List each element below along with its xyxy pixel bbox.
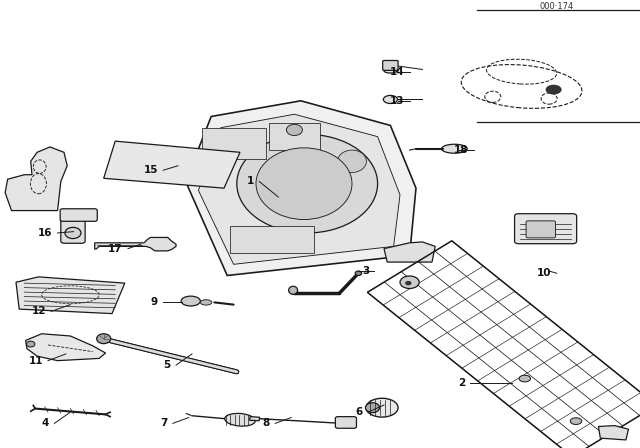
FancyBboxPatch shape [335,417,356,428]
FancyBboxPatch shape [61,214,85,243]
Ellipse shape [405,281,412,285]
Ellipse shape [181,296,200,306]
Text: 5: 5 [164,360,171,370]
FancyBboxPatch shape [526,221,556,238]
Polygon shape [186,101,416,276]
Ellipse shape [97,334,111,344]
Polygon shape [26,334,106,361]
Ellipse shape [442,144,467,153]
Ellipse shape [355,271,362,276]
Ellipse shape [289,286,298,294]
Text: 13: 13 [390,96,404,106]
Ellipse shape [365,403,380,413]
FancyBboxPatch shape [515,214,577,244]
Polygon shape [16,277,125,314]
Ellipse shape [383,95,397,103]
Text: 1: 1 [247,177,254,186]
Text: 16: 16 [38,228,52,238]
Text: 3: 3 [362,266,369,276]
Text: 8: 8 [263,418,270,428]
Polygon shape [104,141,240,188]
Bar [230,226,314,253]
Text: 2: 2 [458,378,465,388]
Ellipse shape [519,375,531,382]
Ellipse shape [400,276,419,289]
Text: 18: 18 [454,145,468,155]
Ellipse shape [237,134,378,233]
Text: 4: 4 [42,418,49,428]
Bar [202,128,266,159]
Ellipse shape [65,228,81,238]
Ellipse shape [200,300,212,305]
Text: 11: 11 [28,356,43,366]
Text: 14: 14 [390,67,404,77]
Ellipse shape [384,69,397,73]
Ellipse shape [545,85,562,95]
Ellipse shape [225,414,255,426]
Bar [269,123,320,150]
Text: 000·174: 000·174 [540,2,574,11]
Bar [250,417,260,421]
Polygon shape [198,114,400,264]
Text: 10: 10 [537,268,552,278]
Polygon shape [5,147,67,211]
Text: 7: 7 [160,418,168,428]
Ellipse shape [570,418,582,425]
Ellipse shape [287,124,303,135]
Ellipse shape [366,398,398,417]
Text: 9: 9 [151,297,158,307]
Ellipse shape [256,148,352,220]
Text: 12: 12 [31,306,46,316]
FancyBboxPatch shape [383,60,398,70]
Text: 6: 6 [356,407,363,417]
Text: 15: 15 [143,165,158,175]
Polygon shape [95,237,176,251]
FancyBboxPatch shape [60,209,97,221]
Ellipse shape [338,150,367,172]
Text: 17: 17 [108,244,123,254]
Ellipse shape [27,341,35,347]
Polygon shape [384,242,435,262]
Polygon shape [598,426,628,440]
